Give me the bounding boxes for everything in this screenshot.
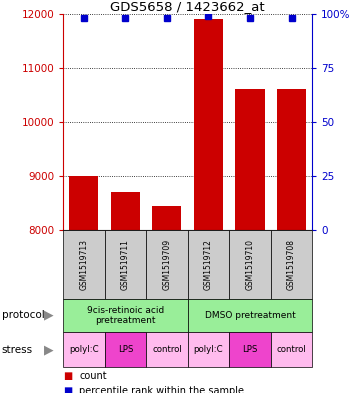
Bar (271, 332, 312, 367)
Bar (188, 230, 229, 299)
Text: stress: stress (2, 345, 33, 355)
Bar (69, 176, 99, 230)
Bar (271, 230, 312, 299)
Bar (188, 332, 229, 367)
Title: GDS5658 / 1423662_at: GDS5658 / 1423662_at (110, 0, 265, 13)
Text: GSM1519711: GSM1519711 (121, 239, 130, 290)
Text: GSM1519709: GSM1519709 (162, 239, 171, 290)
Bar (235, 90, 265, 230)
Bar (105, 332, 146, 367)
Text: DMSO pretreatment: DMSO pretreatment (205, 311, 295, 320)
Bar (146, 230, 188, 299)
Text: count: count (79, 371, 107, 381)
Bar (229, 230, 271, 299)
Bar (111, 192, 140, 230)
Text: ▶: ▶ (44, 343, 53, 356)
Bar (63, 332, 105, 367)
Text: control: control (277, 345, 306, 354)
Text: ■: ■ (63, 371, 73, 381)
Text: ■: ■ (63, 386, 73, 393)
Text: polyI:C: polyI:C (69, 345, 99, 354)
Text: GSM1519713: GSM1519713 (79, 239, 88, 290)
Bar (63, 299, 188, 332)
Text: polyI:C: polyI:C (193, 345, 223, 354)
Bar (146, 332, 188, 367)
Text: 9cis-retinoic acid
pretreatment: 9cis-retinoic acid pretreatment (87, 306, 164, 325)
Text: LPS: LPS (242, 345, 258, 354)
Text: protocol: protocol (2, 310, 44, 320)
Bar (277, 90, 306, 230)
Bar (105, 230, 146, 299)
Bar (229, 332, 271, 367)
Text: control: control (152, 345, 182, 354)
Text: percentile rank within the sample: percentile rank within the sample (79, 386, 244, 393)
Bar (194, 19, 223, 230)
Bar (63, 230, 105, 299)
Bar (188, 299, 312, 332)
Text: GSM1519708: GSM1519708 (287, 239, 296, 290)
Text: ▶: ▶ (44, 309, 53, 322)
Text: GSM1519710: GSM1519710 (245, 239, 255, 290)
Text: GSM1519712: GSM1519712 (204, 239, 213, 290)
Text: LPS: LPS (118, 345, 133, 354)
Bar (152, 206, 182, 230)
